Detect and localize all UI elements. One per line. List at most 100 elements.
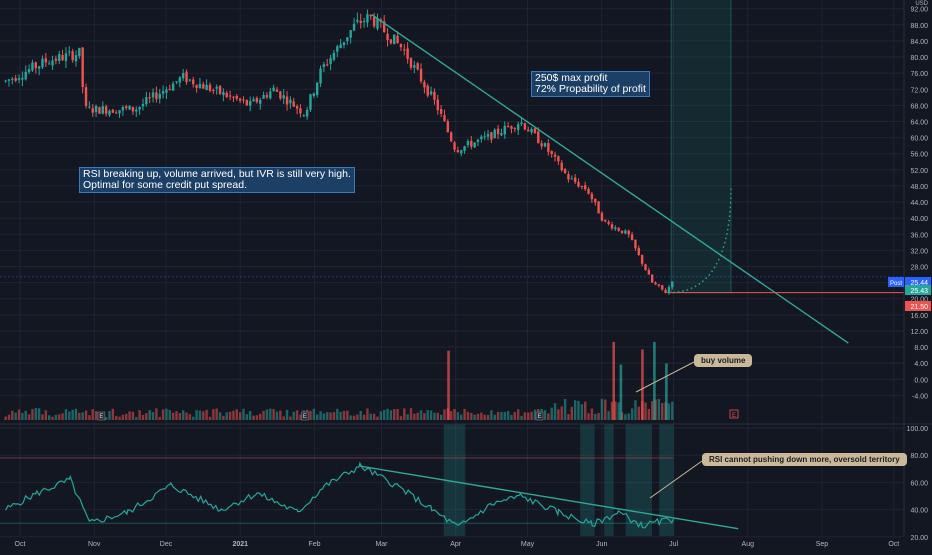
volume-bar bbox=[466, 411, 470, 420]
candle-body bbox=[553, 154, 557, 157]
candle-body bbox=[24, 71, 27, 80]
volume-bar bbox=[647, 409, 651, 420]
candle-body bbox=[667, 287, 671, 293]
price-tick: 44.00 bbox=[910, 200, 928, 207]
time-tick: Feb bbox=[308, 541, 320, 548]
volume-bar bbox=[624, 414, 627, 420]
time-tick: Aug bbox=[742, 541, 755, 548]
buy-volume-callout[interactable]: buy volume bbox=[694, 354, 753, 367]
volume-bar bbox=[476, 413, 480, 420]
candle-body bbox=[389, 39, 393, 44]
volume-bar bbox=[289, 416, 292, 420]
volume-bar bbox=[413, 413, 416, 420]
rsi-highlight-zone bbox=[580, 424, 595, 536]
time-tick: Oct bbox=[888, 541, 899, 548]
candle-body bbox=[590, 193, 594, 200]
volume-bar bbox=[285, 409, 289, 420]
candle-body bbox=[597, 201, 600, 214]
volume-bar bbox=[336, 408, 339, 420]
candle-body bbox=[104, 106, 108, 114]
volume-bar bbox=[138, 410, 141, 420]
candle-body bbox=[145, 97, 148, 105]
candle-body bbox=[125, 106, 128, 109]
rsi-note[interactable]: RSI breaking up, volume arrived, but IVR… bbox=[79, 167, 355, 193]
rsi-tick: 40.00 bbox=[910, 508, 928, 515]
volume-bar bbox=[21, 412, 24, 420]
candle-body bbox=[644, 264, 647, 270]
volume-bar bbox=[399, 416, 403, 420]
price-label-value: 25.44 bbox=[910, 280, 928, 287]
volume-bar bbox=[34, 408, 37, 420]
price-tick: 84.00 bbox=[910, 39, 928, 46]
volume-bar bbox=[54, 414, 58, 420]
volume-bar bbox=[228, 411, 232, 420]
volume-bar bbox=[483, 414, 486, 420]
rsi-line bbox=[5, 461, 675, 529]
price-tick: 16.00 bbox=[910, 313, 928, 320]
price-tick: 92.00 bbox=[910, 7, 928, 14]
volume-bar bbox=[121, 414, 125, 420]
volume-bar bbox=[171, 412, 175, 420]
rsi-callout[interactable]: RSI cannot pushing down more, oversold t… bbox=[702, 453, 907, 466]
volume-bar bbox=[661, 403, 664, 420]
volume-bar bbox=[292, 411, 295, 420]
candle-body bbox=[399, 44, 403, 48]
volume-bar bbox=[322, 413, 326, 420]
candle-body bbox=[121, 107, 125, 111]
earnings-marker bbox=[97, 411, 106, 421]
candle-body bbox=[476, 139, 480, 143]
candle-body bbox=[178, 77, 182, 83]
volume-bar bbox=[463, 408, 466, 420]
time-tick: 2021 bbox=[232, 541, 248, 548]
volume-bar bbox=[423, 413, 426, 420]
volume-bar bbox=[245, 414, 249, 420]
candles bbox=[4, 9, 674, 295]
candle-body bbox=[409, 58, 413, 68]
volume-bar bbox=[71, 409, 74, 420]
candle-body bbox=[463, 146, 466, 151]
volume-bar bbox=[312, 408, 316, 420]
candle-body bbox=[279, 91, 282, 99]
volume-bar bbox=[7, 414, 11, 420]
candle-body bbox=[439, 109, 443, 114]
candle-body bbox=[600, 212, 604, 221]
time-tick: Apr bbox=[450, 541, 462, 548]
volume-spike bbox=[447, 350, 450, 420]
rsi-tick: 80.00 bbox=[910, 453, 928, 460]
volume-bar bbox=[148, 409, 151, 420]
volume-bar bbox=[496, 411, 500, 420]
candle-body bbox=[27, 69, 31, 73]
volume-bar bbox=[563, 398, 567, 420]
volume-bar bbox=[416, 412, 419, 420]
volume-bar bbox=[379, 411, 383, 420]
candle-body bbox=[583, 185, 587, 190]
volume-bar bbox=[500, 412, 503, 420]
candle-body bbox=[610, 224, 614, 229]
volume-bar bbox=[295, 410, 299, 420]
profit-note[interactable]: 250$ max profit 72% Propability of profi… bbox=[531, 71, 650, 97]
price-tick: 52.00 bbox=[910, 168, 928, 175]
volume-spike bbox=[665, 363, 668, 420]
candle-body bbox=[429, 91, 433, 95]
volume-bar bbox=[14, 412, 17, 420]
price-tick: -4.00 bbox=[912, 393, 928, 400]
volume-bar bbox=[627, 413, 630, 420]
event-label: E bbox=[732, 413, 736, 419]
volume-bar bbox=[61, 413, 64, 420]
volume-bar bbox=[637, 406, 640, 420]
volume-bar bbox=[533, 409, 537, 420]
candle-body bbox=[148, 97, 151, 99]
volume-bar bbox=[436, 412, 439, 420]
volume-bar bbox=[332, 412, 336, 420]
candle-body bbox=[138, 106, 141, 110]
time-tick: Oct bbox=[15, 541, 26, 548]
candle-body bbox=[650, 274, 654, 283]
price-tick: 40.00 bbox=[910, 216, 928, 223]
volume-bar bbox=[634, 400, 637, 420]
candle-body bbox=[312, 93, 316, 96]
candle-body bbox=[101, 106, 104, 114]
volume-bar bbox=[671, 401, 674, 420]
volume-bar bbox=[222, 415, 225, 420]
